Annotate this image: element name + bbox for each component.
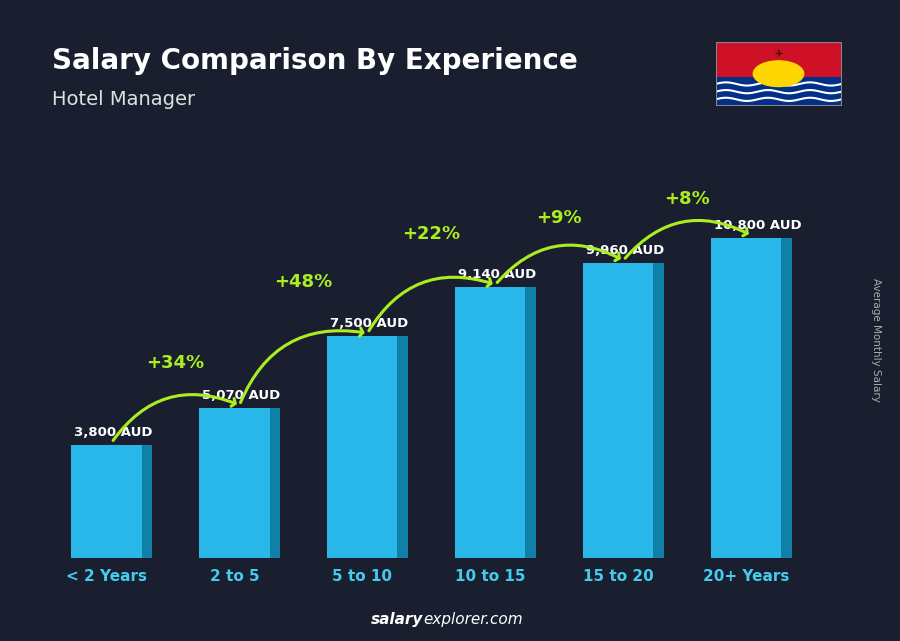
Text: Hotel Manager: Hotel Manager (52, 90, 195, 108)
Polygon shape (398, 335, 408, 558)
Text: 5,070 AUD: 5,070 AUD (202, 388, 280, 401)
Bar (327, 335, 398, 558)
Text: explorer.com: explorer.com (423, 612, 523, 627)
Text: Average Monthly Salary: Average Monthly Salary (871, 278, 881, 402)
Polygon shape (141, 445, 152, 558)
Text: +48%: +48% (274, 273, 333, 291)
Text: salary: salary (371, 612, 423, 627)
Text: 7,500 AUD: 7,500 AUD (329, 317, 408, 329)
Bar (716, 77, 842, 106)
Bar (71, 445, 141, 558)
Polygon shape (526, 287, 536, 558)
Bar (716, 42, 842, 77)
Text: 3,800 AUD: 3,800 AUD (74, 426, 152, 439)
Text: +9%: +9% (536, 209, 582, 227)
Bar (455, 287, 526, 558)
Text: +22%: +22% (402, 224, 461, 242)
Text: ✈: ✈ (774, 49, 783, 60)
Text: 10,800 AUD: 10,800 AUD (714, 219, 801, 232)
Text: +8%: +8% (664, 190, 710, 208)
Text: 9,960 AUD: 9,960 AUD (586, 244, 664, 257)
Polygon shape (269, 408, 280, 558)
Circle shape (753, 61, 804, 87)
Text: +34%: +34% (147, 354, 204, 372)
Text: Salary Comparison By Experience: Salary Comparison By Experience (52, 47, 578, 74)
Polygon shape (653, 263, 663, 558)
Bar (199, 408, 269, 558)
Polygon shape (781, 238, 792, 558)
Text: 9,140 AUD: 9,140 AUD (457, 268, 536, 281)
Bar (711, 238, 781, 558)
Bar (583, 263, 653, 558)
